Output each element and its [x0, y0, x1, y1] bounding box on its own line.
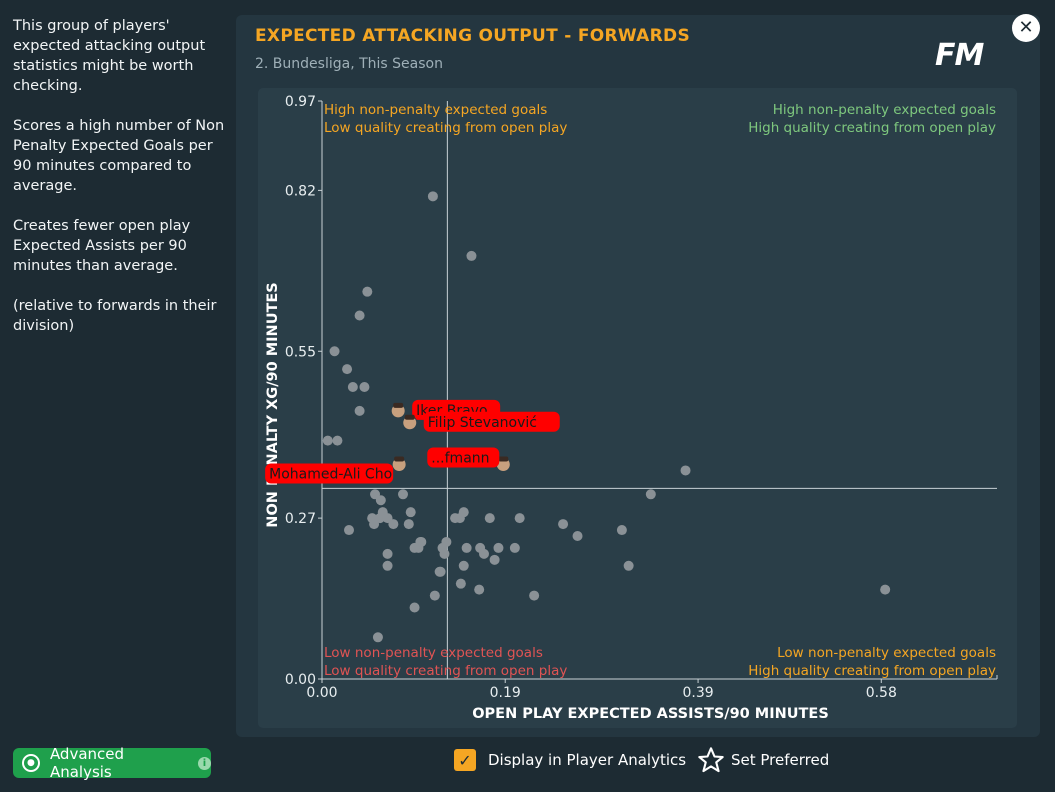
- y-axis-label: NON PENALTY XG/90 MINUTES: [265, 282, 281, 527]
- scatter-point: [344, 525, 354, 536]
- insight-paragraph-3: Creates fewer open play Expected Assists…: [13, 218, 191, 274]
- scatter-point: [405, 507, 416, 518]
- scatter-point: [375, 495, 386, 506]
- scatter-point: [403, 519, 414, 530]
- player-avatar-hair: [394, 456, 405, 462]
- fm-logo: FM: [935, 38, 984, 73]
- scatter-point: [382, 560, 393, 571]
- player-label-bg: [423, 411, 560, 432]
- scatter-point: [645, 489, 656, 500]
- insight-paragraph-1: This group of players' expected attackin…: [13, 18, 206, 94]
- scatter-point: [880, 584, 891, 595]
- player-avatar-hair: [393, 402, 404, 408]
- close-button[interactable]: ✕: [1012, 14, 1040, 42]
- scatter-point: [458, 507, 469, 518]
- scatter-point: [388, 519, 399, 530]
- scatter-point: [354, 405, 365, 416]
- check-icon: ✓: [458, 750, 472, 770]
- y-tick-label: 0.27: [285, 511, 316, 527]
- quadrant-label-bottom-right-2: High quality creating from open play: [748, 663, 996, 679]
- scatter-point: [322, 435, 333, 446]
- player-label: Filip Stevanović: [428, 415, 537, 431]
- player-label: ...fmann: [431, 450, 489, 466]
- scatter-point: [329, 346, 340, 357]
- quadrant-label-top-left-2: Low quality creating from open play: [324, 120, 567, 136]
- scatter-point: [441, 536, 452, 547]
- plot-area: [258, 88, 1017, 728]
- scatter-point: [474, 584, 485, 595]
- display-in-player-analytics-label: Display in Player Analytics: [488, 751, 687, 769]
- advanced-analysis-button[interactable]: ● Advanced Analysis i: [13, 745, 211, 781]
- target-icon: ●: [22, 754, 40, 772]
- scatter-point: [354, 310, 365, 321]
- scatter-point: [342, 364, 353, 375]
- quadrant-label-top-right-2: High quality creating from open play: [748, 120, 996, 136]
- scatter-point: [558, 519, 569, 530]
- display-in-player-analytics-checkbox[interactable]: ✓: [454, 749, 476, 771]
- scatter-point: [362, 286, 373, 297]
- player-avatar-hair: [498, 456, 509, 462]
- insight-paragraph-2: Scores a high number of Non Penalty Expe…: [13, 118, 225, 194]
- scatter-point: [439, 548, 450, 559]
- scatter-point: [382, 548, 393, 559]
- scatter-point: [409, 542, 420, 553]
- scatter-point: [489, 554, 500, 565]
- scatter-point: [347, 382, 358, 393]
- scatter-point: [398, 489, 408, 500]
- scatter-point: [429, 590, 440, 601]
- advanced-analysis-label: Advanced Analysis: [49, 745, 125, 781]
- player-avatar-hair: [404, 414, 415, 420]
- player-label-bg: [427, 447, 500, 468]
- scatter-point: [455, 578, 466, 589]
- close-icon: ✕: [1018, 17, 1034, 38]
- scatter-point: [479, 548, 489, 559]
- scatter-point: [623, 560, 634, 571]
- star-icon[interactable]: [697, 746, 725, 774]
- scatter-point: [435, 566, 446, 577]
- scatter-point: [680, 465, 691, 476]
- scatter-point: [332, 435, 343, 446]
- scatter-point: [466, 250, 477, 261]
- scatter-point: [372, 632, 383, 643]
- x-axis-label: OPEN PLAY EXPECTED ASSISTS/90 MINUTES: [472, 706, 829, 722]
- chart-subtitle: 2. Bundesliga, This Season: [255, 56, 443, 72]
- scatter-point: [409, 602, 420, 613]
- x-tick-label: 0.39: [682, 685, 713, 701]
- scatter-point: [359, 382, 370, 393]
- scatter-point: [572, 530, 583, 541]
- x-tick-label: 0.00: [306, 685, 337, 701]
- y-tick-label: 0.00: [285, 672, 316, 688]
- quadrant-label-top-left-1: High non-penalty expected goals: [324, 102, 547, 118]
- scatter-point: [616, 525, 627, 536]
- scatter-point: [484, 513, 495, 524]
- quadrant-label-bottom-right-1: Low non-penalty expected goals: [777, 645, 996, 661]
- insight-paragraph-4: (relative to forwards in their division): [13, 298, 217, 334]
- quadrant-label-bottom-left-1: Low non-penalty expected goals: [324, 645, 543, 661]
- quadrant-label-bottom-left-2: Low quality creating from open play: [324, 663, 567, 679]
- scatter-point: [529, 590, 540, 601]
- info-icon[interactable]: i: [198, 756, 211, 770]
- player-label: Mohamed-Ali Cho: [269, 466, 392, 482]
- scatter-point: [427, 191, 438, 202]
- scatter-point: [493, 542, 504, 553]
- scatter-point: [509, 542, 520, 553]
- x-tick-label: 0.19: [490, 685, 521, 701]
- y-tick-label: 0.55: [285, 344, 316, 360]
- chart-title: EXPECTED ATTACKING OUTPUT - FORWARDS: [255, 26, 690, 46]
- quadrant-label-top-right-1: High non-penalty expected goals: [773, 102, 996, 118]
- scatter-point: [514, 513, 525, 524]
- scatter-point: [369, 519, 380, 530]
- y-tick-label: 0.82: [285, 183, 316, 199]
- scatter-point: [461, 542, 472, 553]
- scatter-point: [458, 560, 469, 571]
- player-label-bg: [265, 463, 394, 484]
- set-preferred-button[interactable]: Set Preferred: [731, 751, 830, 769]
- insight-text: This group of players' expected attackin…: [13, 16, 228, 356]
- y-tick-label: 0.97: [285, 94, 316, 110]
- x-tick-label: 0.58: [866, 685, 897, 701]
